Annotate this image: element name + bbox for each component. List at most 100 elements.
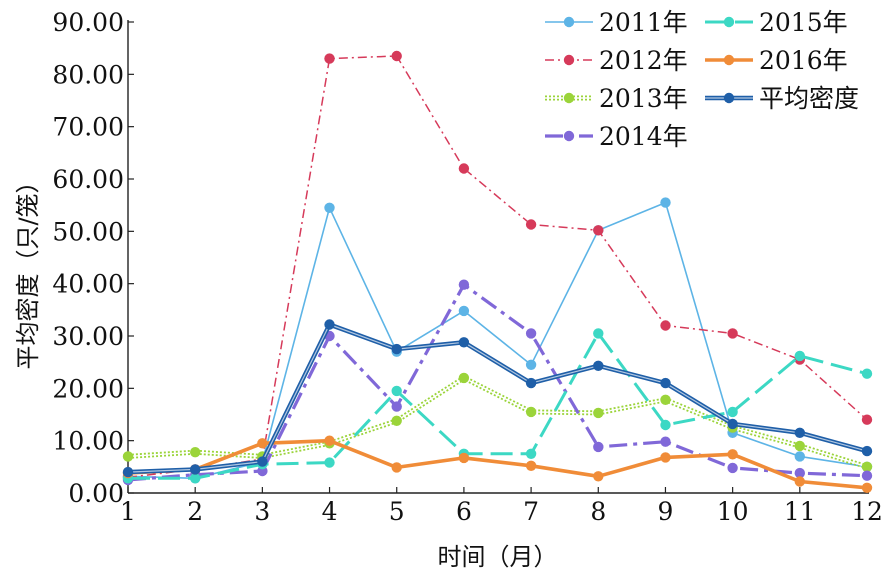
series-7 (122, 319, 873, 478)
data-point (727, 462, 738, 474)
data-point (660, 320, 671, 331)
data-point (525, 328, 537, 339)
data-point (660, 394, 671, 405)
series-1 (122, 197, 873, 484)
legend-marker (723, 16, 735, 28)
data-point (122, 466, 134, 478)
data-point (727, 449, 738, 460)
data-point (660, 436, 671, 447)
data-point (794, 476, 805, 487)
data-point (525, 460, 537, 471)
legend-label: 平均密度 (759, 84, 859, 113)
data-point (660, 377, 671, 389)
data-point (525, 219, 537, 230)
data-point (593, 471, 604, 482)
data-point (593, 407, 604, 419)
y-tick-label: 60.00 (52, 165, 124, 194)
legend-item: 2012年 (545, 46, 688, 75)
y-tick-label: 30.00 (52, 322, 124, 351)
legend-marker (723, 92, 735, 104)
data-point (593, 441, 604, 453)
data-point (861, 368, 873, 379)
data-point (257, 438, 268, 449)
x-tick-label: 9 (658, 497, 674, 526)
data-point (391, 50, 402, 62)
x-axis-title: 时间（月） (438, 543, 558, 571)
y-tick-label: 90.00 (52, 8, 124, 37)
data-point (794, 427, 805, 438)
x-tick-label: 1 (120, 497, 136, 526)
y-tick-label: 70.00 (52, 113, 124, 142)
y-tick-label: 0.00 (68, 479, 124, 508)
legend-label: 2016年 (759, 46, 848, 75)
data-point (794, 350, 805, 362)
data-point (525, 377, 537, 389)
data-point (391, 401, 402, 412)
x-tick-label: 7 (523, 497, 539, 526)
data-point (458, 372, 470, 384)
legend-marker (723, 54, 735, 66)
data-point (324, 53, 335, 64)
data-point (458, 337, 470, 348)
legend-label: 2011年 (599, 8, 688, 37)
data-point (861, 461, 873, 472)
legend-marker (563, 54, 575, 66)
legend-marker (563, 130, 575, 142)
series-line (127, 201, 868, 480)
data-point (458, 163, 470, 174)
data-point (458, 452, 470, 464)
series-line (127, 283, 868, 482)
x-tick-label: 6 (456, 497, 472, 526)
y-axis-title: 平均密度（只/笼） (14, 169, 42, 369)
x-tick-label: 12 (851, 497, 883, 526)
x-tick-label: 8 (590, 497, 606, 526)
legend-item: 2015年 (705, 8, 848, 37)
data-point (727, 418, 738, 430)
legend-item: 2011年 (545, 8, 688, 37)
data-point (593, 360, 604, 371)
y-tick-label: 50.00 (52, 217, 124, 246)
data-point (391, 415, 402, 426)
legend-marker (563, 16, 575, 28)
y-tick-label: 10.00 (52, 427, 124, 456)
data-point (324, 202, 335, 213)
x-tick-label: 10 (717, 497, 749, 526)
x-tick-label: 2 (187, 497, 203, 526)
data-point (794, 451, 805, 462)
data-point (190, 473, 201, 484)
series-line (127, 55, 868, 479)
data-point (794, 440, 805, 452)
x-tick-label: 4 (322, 497, 338, 526)
legend-label: 2014年 (599, 122, 688, 151)
x-tick-label: 11 (784, 497, 816, 526)
x-tick-label: 3 (254, 497, 270, 526)
data-point (391, 462, 402, 473)
data-point (190, 464, 201, 475)
series-2 (122, 50, 873, 483)
y-tick-label: 20.00 (52, 374, 124, 403)
data-point (525, 359, 537, 370)
x-tick-label: 5 (389, 497, 405, 526)
legend-item: 2016年 (705, 46, 848, 75)
data-point (861, 414, 873, 425)
data-point (861, 470, 873, 481)
series-line-inner (127, 323, 868, 473)
data-point (660, 419, 671, 431)
data-point (458, 305, 470, 317)
data-point (458, 279, 470, 290)
series-line (127, 322, 868, 475)
legend-item: 2014年 (545, 122, 688, 151)
series-layer (122, 50, 873, 493)
data-point (861, 445, 873, 457)
data-point (525, 448, 537, 459)
legend-marker (563, 92, 575, 104)
data-point (660, 197, 671, 208)
data-point (727, 328, 738, 339)
data-point (324, 457, 335, 468)
data-point (324, 435, 335, 446)
data-point (660, 452, 671, 463)
legend-item: 2013年 (545, 84, 688, 113)
y-tick-label: 80.00 (52, 60, 124, 89)
